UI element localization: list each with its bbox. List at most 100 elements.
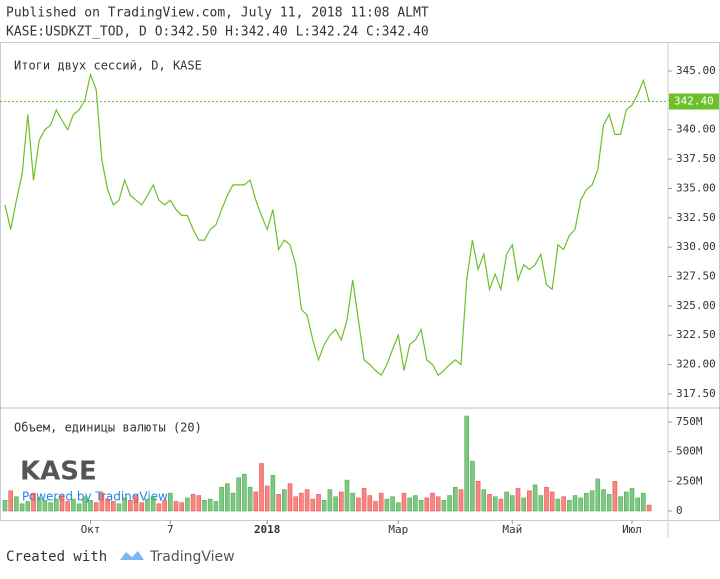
- footer-brand[interactable]: TradingView: [149, 549, 235, 565]
- volume-bar: [629, 488, 635, 512]
- volume-bar: [116, 503, 122, 512]
- volume-bar: [150, 496, 156, 512]
- y-tick-label: 320.00: [676, 358, 716, 371]
- volume-bar: [139, 502, 145, 512]
- y-tick-label: 317.50: [676, 387, 716, 400]
- volume-bar: [344, 479, 350, 512]
- volume-bar: [145, 498, 150, 512]
- volume-bar: [225, 483, 230, 512]
- volume-bar: [367, 495, 373, 512]
- volume-bar: [88, 500, 93, 512]
- volume-bar: [589, 490, 595, 512]
- volume-bar: [48, 502, 53, 512]
- volume-bar: [236, 477, 241, 512]
- volume-bar: [464, 415, 470, 512]
- volume-bar: [338, 491, 344, 512]
- volume-bar: [623, 491, 629, 512]
- volume-bar: [190, 494, 196, 512]
- volume-bar: [504, 491, 509, 512]
- volume-bar: [481, 489, 487, 512]
- y-tick-label: 330.00: [676, 240, 716, 253]
- volume-bar: [447, 495, 452, 512]
- y-tick-label: 337.50: [676, 152, 716, 165]
- volume-bar: [202, 500, 207, 512]
- volume-bar: [264, 485, 270, 512]
- volume-bar: [413, 495, 418, 512]
- volume-bar: [544, 486, 549, 512]
- volume-bar: [2, 500, 8, 512]
- volume-bar: [532, 484, 538, 512]
- volume-bar: [14, 496, 19, 512]
- volume-bar: [304, 489, 310, 512]
- x-tick-label: Окт: [81, 523, 101, 536]
- volume-bar: [509, 495, 515, 512]
- volume-bar: [458, 489, 464, 512]
- volume-bar: [646, 504, 652, 512]
- volume-bar: [578, 497, 584, 512]
- x-tick-label: Май: [502, 523, 522, 536]
- volume-bar: [276, 494, 281, 512]
- volume-bar: [71, 498, 76, 512]
- volume-bar: [219, 486, 224, 512]
- volume-bar: [281, 489, 287, 512]
- volume-bar: [418, 500, 424, 512]
- volume-bar: [401, 492, 407, 512]
- volume-bar: [179, 502, 184, 512]
- volume-bar: [498, 498, 504, 512]
- y-tick-label: 332.50: [676, 211, 716, 224]
- volume-bar: [390, 496, 395, 512]
- volume-bar: [527, 490, 532, 512]
- volume-bar: [207, 498, 213, 512]
- y-tick-label: 335.00: [676, 181, 716, 194]
- volume-bar: [584, 492, 589, 512]
- volume-bar: [321, 500, 327, 512]
- volume-bar: [361, 488, 367, 512]
- volume-bar: [133, 495, 139, 512]
- frame: [0, 42, 720, 521]
- volume-bar: [521, 497, 527, 512]
- footer-icon: [120, 551, 144, 560]
- x-tick-label: Мар: [388, 523, 408, 536]
- volume-bar: [53, 498, 59, 512]
- volume-bar: [606, 494, 612, 512]
- volume-bar: [259, 463, 264, 512]
- volume-bar: [430, 492, 435, 512]
- volume-bar: [566, 500, 572, 512]
- y-tick-label: 340.00: [676, 123, 716, 136]
- volume-bar: [19, 503, 25, 512]
- volume-bar: [65, 501, 70, 512]
- volume-bar: [173, 501, 179, 512]
- volume-bar: [242, 473, 247, 512]
- volume-bar: [641, 492, 646, 512]
- volume-bar: [572, 495, 578, 512]
- volume-bar: [293, 496, 299, 512]
- volume-bar: [327, 489, 333, 512]
- volume-bar: [378, 492, 384, 512]
- volume-bar: [618, 496, 623, 512]
- header-line: Published on TradingView.com, July 11, 2…: [6, 6, 429, 21]
- volume-bar: [93, 502, 99, 512]
- volume-bar: [492, 496, 498, 512]
- volume-bar: [76, 503, 82, 512]
- volume-bar: [452, 486, 458, 512]
- volume-bar: [441, 500, 447, 512]
- y-tick-label: 327.50: [676, 270, 716, 283]
- volume-bar: [595, 478, 601, 512]
- volume-bar: [373, 501, 378, 512]
- volume-bar: [270, 475, 276, 512]
- logo: KASE: [20, 457, 97, 487]
- y-tick-label: 322.50: [676, 328, 716, 341]
- volume-bar: [555, 498, 561, 512]
- volume-bar: [253, 491, 259, 512]
- volume-bar: [111, 501, 116, 512]
- pane-title: Объем, единицы валюты (20): [14, 421, 202, 435]
- volume-bar: [635, 497, 641, 512]
- volume-bar: [601, 489, 606, 512]
- volume-bar: [470, 460, 475, 512]
- pane-title: Итоги двух сессий, D, KASE: [14, 59, 202, 73]
- volume-bar: [435, 496, 441, 512]
- volume-bar: [350, 492, 356, 512]
- volume-bar: [8, 490, 13, 512]
- volume-bar: [356, 497, 361, 512]
